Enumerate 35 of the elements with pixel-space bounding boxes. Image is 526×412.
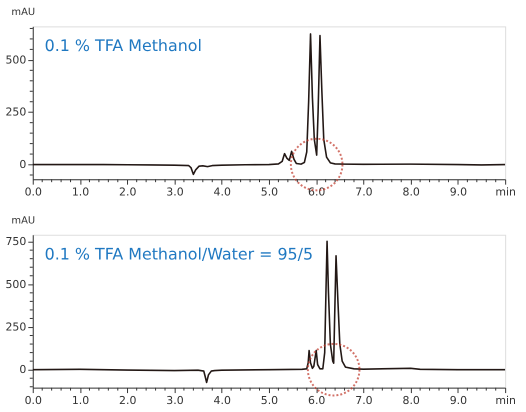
x-tick-label: 5.0 — [260, 394, 278, 407]
y-tick-label: 0 — [19, 363, 26, 376]
x-tick-label: 9.0 — [450, 186, 468, 199]
x-tick-label: 6.0 — [308, 394, 326, 407]
y-axis-title: mAU — [11, 6, 36, 18]
x-tick-label: 3.0 — [166, 394, 184, 407]
x-tick-label: 4.0 — [214, 186, 231, 199]
x-tick-label: 1.0 — [72, 394, 90, 407]
x-tick-label: 7.0 — [355, 186, 373, 199]
x-tick-label: 4.0 — [214, 394, 231, 407]
x-tick-label: 3.0 — [166, 186, 184, 199]
y-tick-label: 0 — [19, 158, 26, 172]
x-tick-label: 0.0 — [24, 394, 42, 407]
x-tick-label: 7.0 — [355, 394, 373, 407]
y-axis-title: mAU — [11, 215, 36, 226]
line-series — [32, 240, 506, 384]
x-tick-label: min — [495, 186, 516, 199]
line-series — [32, 33, 506, 176]
x-tick-label: 2.0 — [119, 394, 136, 407]
x-tick-label: 9.0 — [450, 394, 468, 407]
x-tick-label: min — [495, 394, 516, 407]
x-tick-label: 8.0 — [402, 186, 420, 199]
y-tick-label: 500 — [5, 278, 26, 291]
x-tick-label: 8.0 — [402, 394, 420, 407]
x-tick-label: 1.0 — [72, 186, 90, 199]
x-tick-label: 5.0 — [260, 186, 278, 199]
y-tick-label: 250 — [5, 106, 26, 119]
y-tick-label: 750 — [5, 235, 26, 248]
x-tick-label: 0.0 — [24, 186, 42, 199]
text: 0.1 % TFA Methanol — [44, 36, 202, 56]
x-tick-label: 6.0 — [308, 186, 326, 199]
x-tick-label: 2.0 — [119, 186, 136, 199]
y-tick-label: 250 — [5, 320, 26, 334]
y-tick-label: 500 — [5, 53, 26, 66]
text: 0.1 % TFA Methanol/Water = 95/5 — [44, 244, 314, 264]
